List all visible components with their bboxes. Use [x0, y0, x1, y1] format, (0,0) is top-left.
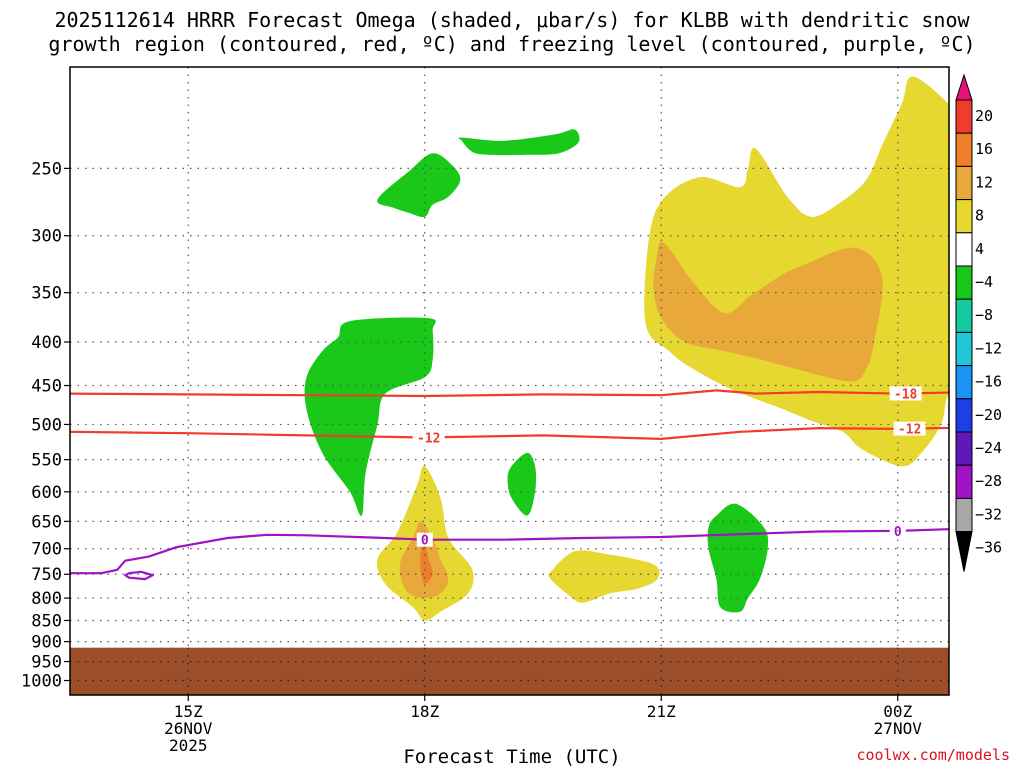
y-tick-label-750: 750 [31, 565, 62, 585]
contour-label-bg-isotherm-minus-18-0 [889, 386, 922, 401]
colorbar-label-9: −20 [975, 406, 1002, 424]
omega-region-yellow-20z [548, 550, 660, 603]
colorbar: 20 16 12 8 4 −4 −8 −12 −16 −20 −24 −28 −32 −36 [955, 73, 1002, 572]
contour-label-isotherm-minus-12-0: -12 [417, 431, 440, 446]
contour-isotherm-minus-18 [70, 389, 949, 398]
y-tick-label-300: 300 [31, 227, 62, 247]
y-tick-label-650: 650 [31, 512, 62, 532]
colorbar-bin-13 [955, 497, 973, 533]
contour-label-bg-isotherm-minus-12-1 [893, 421, 926, 436]
colorbar-label-4: 4 [975, 240, 984, 258]
colorbar-bin-6 [955, 265, 973, 300]
omega-region-green-tall-17z [304, 317, 436, 517]
x-tick-label-15-3: 2025 [169, 736, 208, 755]
y-tick-label-1000: 1000 [21, 672, 62, 692]
contour-label-isotherm-minus-18-0: -18 [894, 387, 918, 402]
y-tick-label-250: 250 [31, 159, 62, 179]
x-tick-label-15-2: 26NOV [164, 719, 213, 738]
colorbar-bin-12 [955, 464, 973, 499]
y-tick-label-350: 350 [31, 284, 62, 304]
terrain [70, 647, 949, 695]
chart-title: 2025112614 HRRR Forecast Omega (shaded, … [0, 8, 1024, 56]
colorbar-label-3: 8 [975, 207, 984, 225]
colorbar-label-5: −4 [975, 273, 993, 291]
colorbar-label-0: 20 [975, 107, 993, 125]
omega-region-green-upper-18z [458, 129, 580, 156]
y-tick-label-850: 850 [31, 611, 62, 631]
colorbar-label-10: −24 [975, 439, 1002, 457]
colorbar-arrow-bottom [955, 531, 973, 572]
colorbar-label-11: −28 [975, 472, 1002, 490]
contour-label-freezing-level-0-0: 0 [421, 534, 429, 549]
colorbar-bin-11 [955, 431, 973, 466]
colorbar-bin-3 [955, 165, 973, 201]
colorbar-bin-2 [955, 132, 973, 167]
y-tick-label-700: 700 [31, 540, 62, 560]
x-tick-label-24-2: 27NOV [874, 719, 923, 738]
colorbar-label-6: −8 [975, 306, 993, 324]
contour-label-bg-freezing-level-0-0 [416, 532, 433, 547]
x-tick-label-15-1: 15Z [174, 702, 203, 721]
colorbar-bin-4 [955, 199, 973, 234]
omega-region-green-19z [507, 452, 537, 516]
colorbar-label-12: −32 [975, 505, 1002, 523]
chart-title-line-1: 2025112614 HRRR Forecast Omega (shaded, … [54, 8, 970, 32]
colorbar-bin-8 [955, 331, 973, 367]
x-tick-label-18-1: 18Z [410, 702, 439, 721]
colorbar-bin-9 [955, 365, 973, 400]
omega-region-green-280-18z [377, 153, 461, 218]
colorbar-label-2: 12 [975, 173, 993, 191]
contour-label-freezing-level-0-1: 0 [894, 525, 902, 540]
colorbar-label-7: −12 [975, 339, 1002, 357]
y-tick-label-450: 450 [31, 377, 62, 397]
contour-label-bg-freezing-level-0-1 [889, 523, 906, 538]
colorbar-bin-5 [955, 232, 973, 267]
x-axis-title: Forecast Time (UTC) [403, 746, 621, 768]
contour-label-isotherm-minus-12-1: -12 [898, 423, 921, 438]
contour-freezing-level-0-loop [124, 570, 154, 581]
y-tick-label-500: 500 [31, 415, 62, 435]
y-tick-label-900: 900 [31, 633, 62, 653]
x-tick-label-24-1: 00Z [883, 702, 912, 721]
colorbar-label-1: 16 [975, 140, 993, 158]
contour-isotherm-minus-12 [70, 426, 949, 440]
contour-label-bg-isotherm-minus-12-0 [412, 430, 445, 445]
y-tick-label-600: 600 [31, 483, 62, 503]
y-tick-label-800: 800 [31, 589, 62, 609]
chart-title-line-2: growth region (contoured, red, ºC) and f… [48, 32, 976, 56]
x-tick-label-21-1: 21Z [647, 702, 676, 721]
plot-frame [69, 66, 950, 696]
y-tick-label-400: 400 [31, 333, 62, 353]
colorbar-bin-7 [955, 298, 973, 333]
omega-region-green-22z [707, 503, 769, 613]
colorbar-bin-1 [955, 99, 973, 134]
y-tick-label-950: 950 [31, 653, 62, 673]
colorbar-label-8: −16 [975, 373, 1002, 391]
y-tick-label-550: 550 [31, 451, 62, 471]
site-credit: coolwx.com/models [856, 746, 1010, 764]
colorbar-label-13: −36 [975, 539, 1002, 557]
contour-freezing-level-0 [70, 528, 949, 575]
omega-region-orange-big [653, 241, 883, 382]
colorbar-bin-10 [955, 398, 973, 433]
colorbar-arrow-top [955, 73, 973, 101]
